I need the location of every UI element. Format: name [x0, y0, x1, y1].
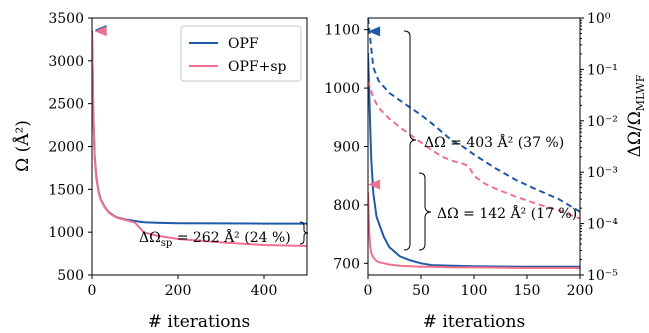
- legend-label-opf-sp: OPF+sp: [228, 59, 287, 75]
- right-annotation-brace-2: [418, 172, 432, 251]
- left-y-axis-label: Ω (Å²): [12, 120, 33, 172]
- left-y-tick-label: 3500: [48, 11, 84, 27]
- right-x-tick-label: 0: [364, 283, 373, 299]
- left-y-tick-label: 1000: [48, 225, 84, 241]
- legend: OPF OPF+sp: [180, 25, 302, 82]
- right-right-y-tick-label: 10⁻⁴: [587, 217, 618, 233]
- right-left-y-tick-label: 900: [333, 140, 360, 156]
- left-y-tick-label: 1500: [48, 182, 84, 198]
- left-x-tick-label: 200: [165, 283, 192, 299]
- right-y-ticks-left: 700 800 900 1000 1100: [324, 23, 368, 272]
- left-y-tick-label: 2000: [48, 140, 84, 156]
- right-right-y-tick-label: 10⁻³: [587, 165, 618, 181]
- left-y-ticks: 500 1000 1500 2000 2500 3000 3500: [48, 11, 92, 284]
- left-y-tick-label: 500: [57, 268, 84, 284]
- right-y-ticks-right: 10⁻⁵ 10⁻⁴ 10⁻³ 10⁻² 10⁻¹ 10⁰: [580, 11, 618, 284]
- right-annotation-brace-1: [403, 30, 417, 251]
- right-annotation-text-2: ΔΩ = 142 Å² (17 %): [437, 204, 577, 222]
- right-marker-opf-sp: [368, 179, 381, 190]
- right-markers: [368, 26, 381, 190]
- legend-label-opf: OPF: [228, 36, 259, 52]
- right-series-opf-sp-line: [368, 192, 580, 269]
- right-x-tick-label: 150: [514, 283, 541, 299]
- right-x-axis-label: # iterations: [423, 312, 525, 332]
- right-left-y-tick-label: 1000: [324, 81, 360, 97]
- right-series-opf-dashed-line: [368, 18, 580, 213]
- right-plot-area: [368, 18, 580, 269]
- left-series-opf-sp-line: [92, 33, 307, 247]
- right-left-y-tick-label: 700: [333, 256, 360, 272]
- right-right-y-tick-label: 10⁰: [587, 11, 611, 27]
- right-right-y-tick-label: 10⁻⁵: [587, 268, 618, 284]
- left-x-tick-label: 0: [88, 283, 97, 299]
- right-y-axis-label: ΔΩ/ΩMLWF: [625, 74, 647, 157]
- right-series-opf-line: [368, 52, 580, 268]
- right-marker-opf: [368, 26, 381, 37]
- right-x-tick-label: 200: [567, 283, 594, 299]
- right-annotation-text-1: ΔΩ = 403 Å² (37 %): [424, 133, 564, 151]
- left-panel: 0 200 400 500 1000 1500 2000 2500 3000 3500 # it…: [12, 11, 309, 332]
- right-x-ticks: 0 50 100 150 200: [364, 275, 594, 299]
- right-left-y-tick-label: 1100: [324, 23, 360, 39]
- left-annotation-brace: [299, 221, 309, 245]
- left-markers: [94, 24, 107, 37]
- right-right-y-tick-label: 10⁻¹: [587, 62, 618, 78]
- right-right-y-tick-label: 10⁻²: [587, 114, 618, 130]
- left-y-tick-label: 3000: [48, 54, 84, 70]
- left-marker-opf-sp: [94, 26, 107, 37]
- right-series-opf-sp-dashed-line: [368, 80, 580, 220]
- left-y-tick-label: 2500: [48, 97, 84, 113]
- left-plot-area: [92, 30, 307, 247]
- right-x-tick-label: 100: [461, 283, 488, 299]
- left-annotation-text: ΔΩsp = 262 Å² (24 %): [139, 228, 291, 249]
- right-left-y-tick-label: 800: [333, 198, 360, 214]
- left-x-axis-label: # iterations: [148, 312, 250, 332]
- left-x-ticks: 0 200 400: [88, 275, 278, 299]
- legend-frame: [180, 25, 302, 82]
- right-x-tick-label: 50: [412, 283, 430, 299]
- left-x-tick-label: 400: [251, 283, 278, 299]
